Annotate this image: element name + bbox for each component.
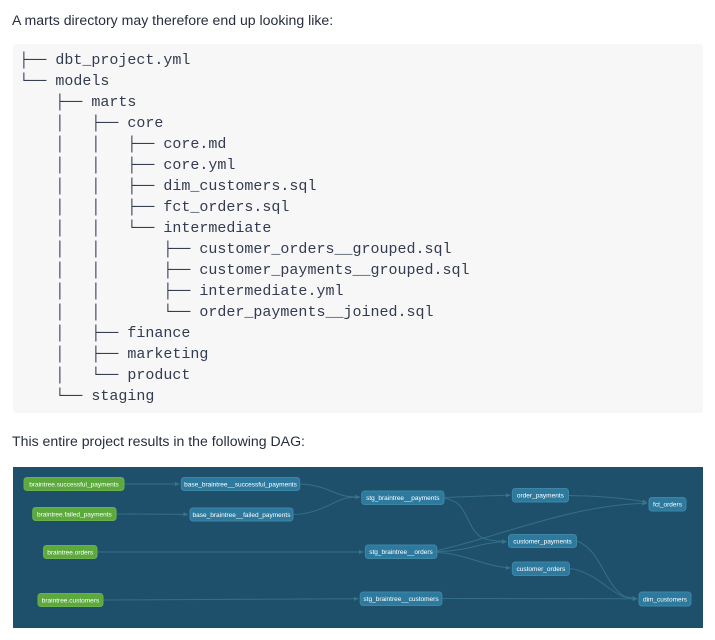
svg-text:customer_payments: customer_payments: [513, 539, 572, 546]
svg-text:base_braintree__failed_payment: base_braintree__failed_payments: [193, 512, 292, 519]
svg-text:stg_braintree__customers: stg_braintree__customers: [363, 596, 439, 603]
svg-text:braintree.customers: braintree.customers: [42, 598, 100, 605]
svg-text:customer_orders: customer_orders: [517, 566, 567, 573]
svg-text:dim_customers: dim_customers: [643, 597, 688, 604]
svg-text:stg_braintree__orders: stg_braintree__orders: [369, 549, 433, 556]
svg-text:fct_orders: fct_orders: [653, 502, 683, 509]
svg-text:stg_braintree__payments: stg_braintree__payments: [366, 495, 440, 502]
svg-text:order_payments: order_payments: [517, 493, 565, 500]
svg-text:braintree.orders: braintree.orders: [47, 550, 94, 557]
svg-text:base_braintree__successful_pay: base_braintree__successful_payments: [184, 482, 297, 489]
svg-text:braintree.failed_payments: braintree.failed_payments: [37, 512, 113, 519]
svg-text:braintree.successful_payments: braintree.successful_payments: [29, 482, 119, 489]
